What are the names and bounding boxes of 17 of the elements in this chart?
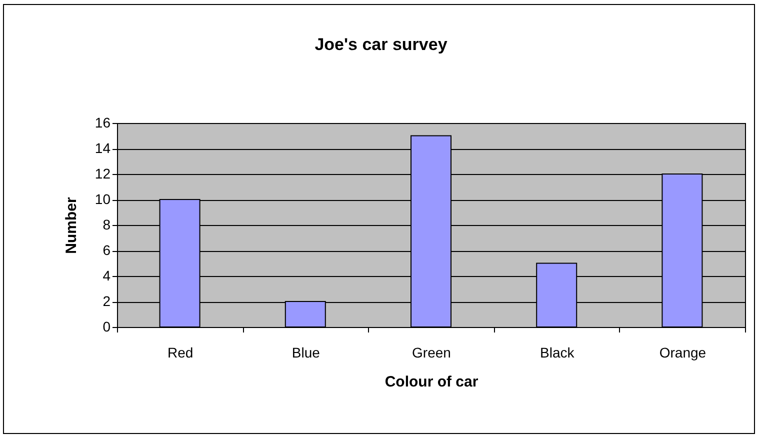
x-tick-label: Orange bbox=[659, 344, 706, 360]
x-tick-label: Red bbox=[167, 344, 194, 360]
x-tick-label: Blue bbox=[292, 344, 320, 360]
x-tick-label: Black bbox=[540, 344, 576, 360]
y-tick-label: 12 bbox=[94, 166, 111, 182]
chart-title: Joe's car survey bbox=[314, 35, 448, 54]
y-tick-label: 8 bbox=[102, 216, 111, 232]
y-tick-label: 4 bbox=[102, 268, 111, 284]
y-tick-label: 16 bbox=[94, 114, 111, 130]
x-tick-label: Green bbox=[412, 344, 451, 360]
y-axis-title: Number bbox=[62, 197, 80, 254]
y-tick-label: 0 bbox=[102, 318, 111, 334]
y-tick-label: 2 bbox=[102, 293, 111, 309]
y-tick-label: 10 bbox=[94, 191, 111, 207]
y-tick-label: 6 bbox=[102, 242, 111, 258]
y-tick-label: 14 bbox=[94, 140, 111, 156]
x-axis-title: Colour of car bbox=[384, 374, 478, 390]
